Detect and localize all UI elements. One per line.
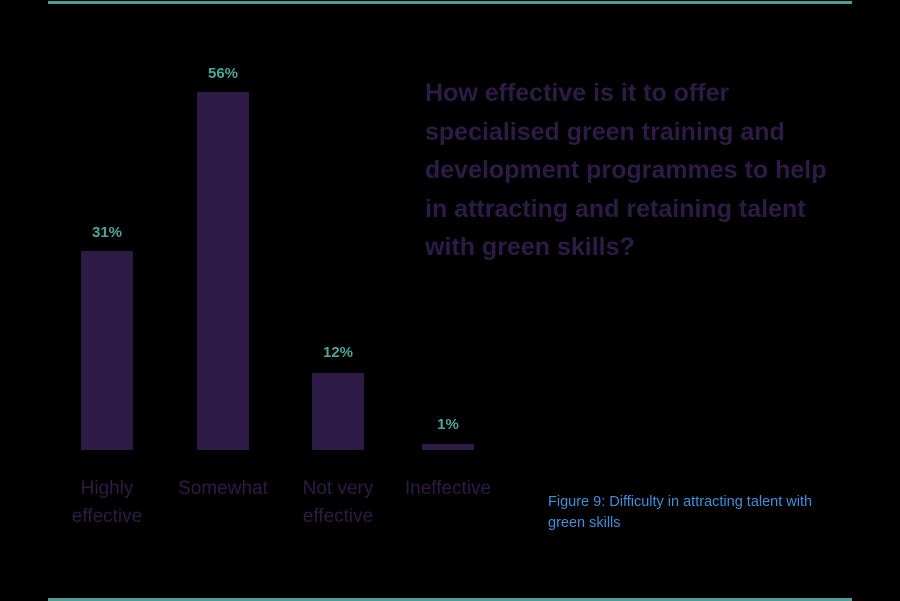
category-label-ineffective: Ineffective xyxy=(388,475,508,503)
category-line: effective xyxy=(71,506,143,527)
value-label-ineffective: 1% xyxy=(437,416,459,433)
bar-ineffective xyxy=(422,444,474,450)
category-label-somewhat: Somewhat xyxy=(163,475,283,503)
category-line: effective xyxy=(302,506,374,527)
category-line: Somewhat xyxy=(178,478,268,499)
category-line: Not very xyxy=(302,478,374,499)
bar-highly-effective xyxy=(81,251,133,450)
bar-chart: 31% Highly effective 56% Somewhat 12% No… xyxy=(47,65,508,531)
chart-title-question: How effective is it to offer specialised… xyxy=(425,79,827,261)
top-rule xyxy=(48,1,852,4)
bar-somewhat xyxy=(197,92,249,450)
value-label-not-very-effective: 12% xyxy=(322,344,354,361)
value-label-somewhat: 56% xyxy=(207,65,239,82)
category-label-highly-effective: Highly effective xyxy=(47,475,167,531)
category-line: Highly xyxy=(80,478,134,499)
category-line: Ineffective xyxy=(404,478,492,499)
category-label-not-very-effective: Not very effective xyxy=(278,475,398,531)
bar-not-very-effective xyxy=(312,373,364,450)
value-label-highly-effective: 31% xyxy=(91,224,123,241)
figure-caption: Figure 9: Difficulty in attracting talen… xyxy=(548,494,813,531)
